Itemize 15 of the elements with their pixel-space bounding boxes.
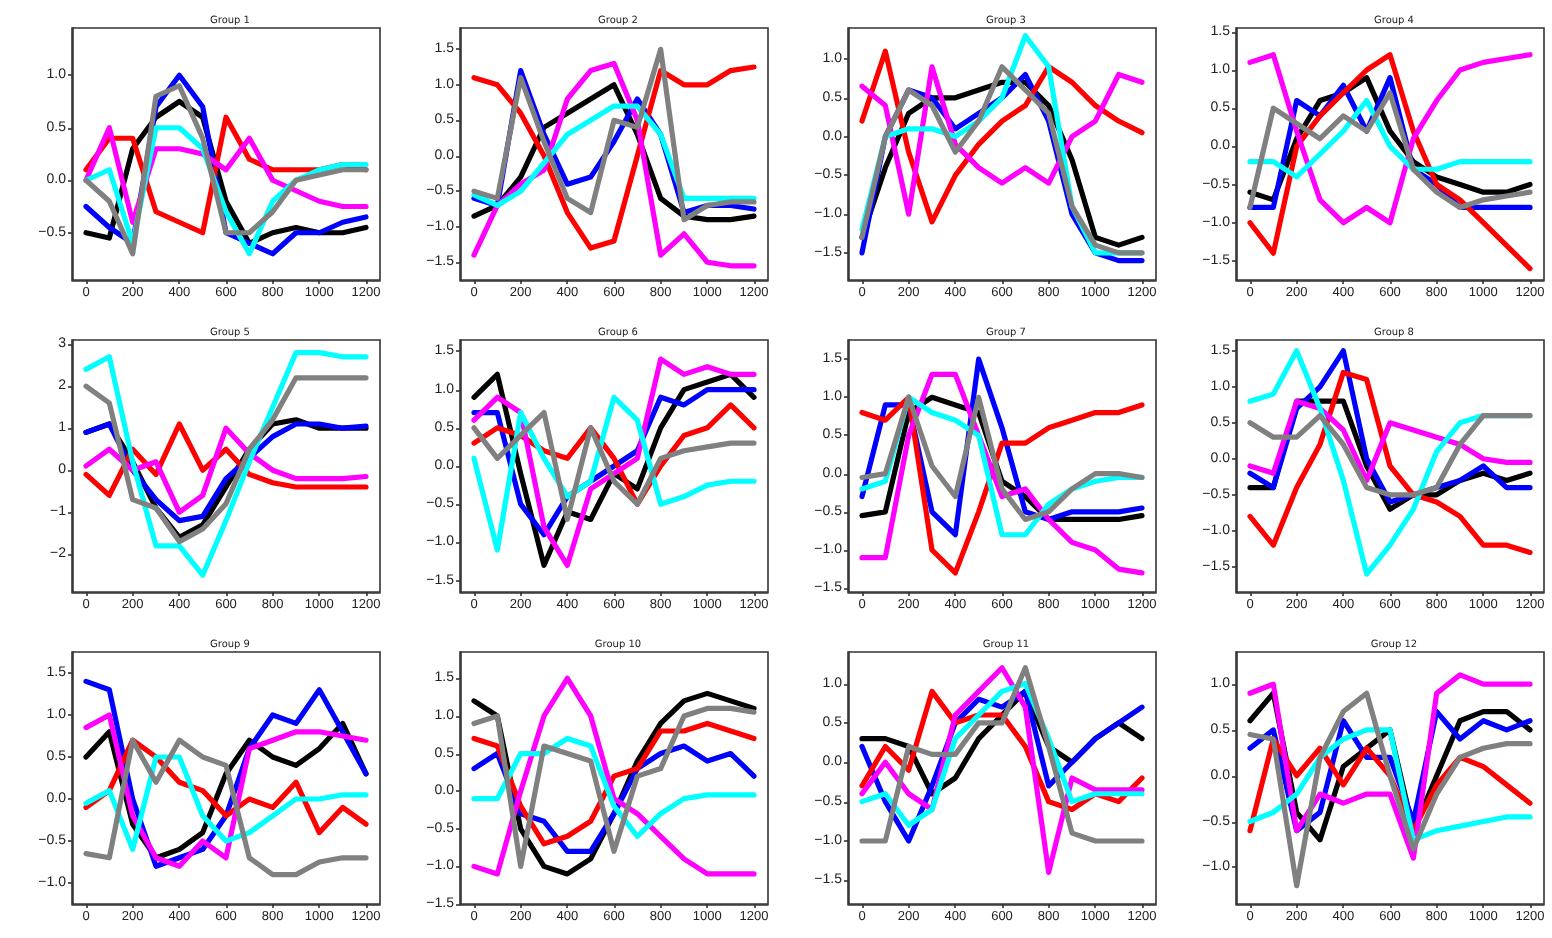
line-series — [471, 735, 757, 839]
line-series — [83, 754, 369, 852]
line-series — [83, 375, 369, 545]
line-series — [1247, 398, 1533, 483]
line-series — [83, 737, 369, 878]
line-series — [1247, 97, 1533, 180]
line-series — [83, 350, 369, 578]
line-series — [471, 46, 757, 223]
line-series — [1247, 52, 1533, 272]
line-series — [1247, 672, 1533, 861]
line-series — [471, 409, 757, 523]
line-series — [1247, 690, 1533, 889]
line-series — [1247, 369, 1533, 555]
line-series — [1247, 52, 1533, 226]
line-series — [1247, 413, 1533, 498]
